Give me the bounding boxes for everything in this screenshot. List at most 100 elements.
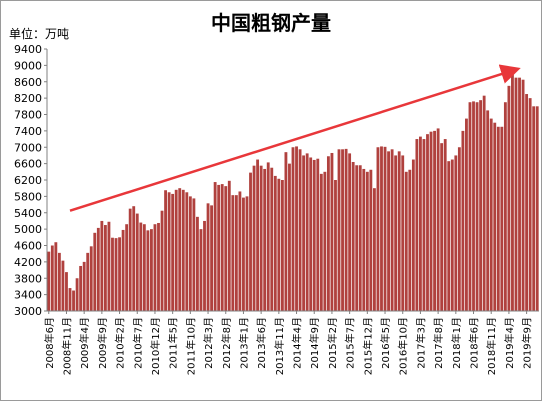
bar-2013年5月: [256, 159, 260, 311]
x-tick-label: 2019年4月: [503, 317, 516, 369]
y-axis-ticks: 3000 3400 3800 4200 4600 5000 5400 5800 6200 6600…: [14, 43, 47, 318]
bar-2016年12月: [408, 169, 412, 311]
y-tick-label: 9000: [14, 59, 42, 72]
bar-2015年3月: [334, 180, 337, 311]
bar-2010年2月: [118, 237, 121, 311]
bar-2015年4月: [337, 149, 341, 311]
bar-2016年8月: [394, 155, 398, 311]
x-tick-label: 2015年12月: [361, 317, 374, 375]
bar-2014年1月: [284, 152, 288, 311]
bar-2014年5月: [298, 149, 302, 311]
x-tick-label: 2011年5月: [167, 317, 180, 369]
bar-2009年3月: [79, 265, 83, 311]
bar-2015年9月: [355, 165, 359, 311]
bar-2019年9月: [525, 94, 529, 311]
bar-2018年9月: [482, 95, 486, 311]
bar-2016年10月: [401, 155, 405, 311]
bar-2011年3月: [164, 190, 167, 311]
bar-2011年9月: [185, 192, 189, 311]
y-tick-label: 5800: [14, 190, 42, 203]
bar-2013年3月: [249, 172, 252, 311]
y-tick-label: 6600: [14, 158, 42, 171]
bar-2019年3月: [503, 102, 507, 311]
bar-2013年2月: [245, 196, 249, 312]
bar-2014年4月: [295, 146, 298, 311]
bar-2019年1月: [496, 126, 500, 311]
bar-2008年6月: [47, 251, 51, 311]
x-tick-label: 2010年7月: [131, 317, 144, 369]
bar-2015年8月: [351, 161, 355, 311]
bar-2019年6月: [514, 77, 518, 311]
bar-2015年5月: [341, 149, 344, 311]
bar-2017年7月: [433, 130, 436, 312]
bar-2018年6月: [472, 101, 475, 312]
bar-2015年6月: [344, 148, 348, 311]
x-tick-label: 2016年10月: [397, 317, 410, 375]
x-tick-label: 2018年11月: [485, 317, 498, 375]
y-tick-label: 3800: [14, 272, 42, 285]
x-tick-label: 2016年5月: [379, 317, 392, 369]
bar-2010年12月: [153, 224, 157, 311]
x-tick-label: 2010年2月: [114, 317, 127, 369]
bar-2008年9月: [57, 252, 61, 311]
x-tick-label: 2011年10月: [184, 317, 197, 375]
bar-2009年5月: [86, 252, 90, 311]
bar-2015年2月: [330, 152, 334, 311]
bar-2016年1月: [369, 169, 373, 311]
bar-series: [47, 69, 539, 312]
bar-2010年1月: [114, 238, 118, 311]
bar-2017年12月: [450, 159, 454, 311]
x-tick-label: 2013年6月: [255, 317, 268, 369]
bar-2017年3月: [419, 136, 422, 311]
bar-2012年11月: [234, 195, 238, 311]
bar-2016年2月: [372, 188, 376, 311]
bar-2009年1月: [72, 290, 75, 311]
bar-2013年1月: [242, 197, 245, 311]
bar-2012年12月: [238, 191, 242, 311]
bar-2019年2月: [500, 126, 504, 311]
y-tick-label: 7800: [14, 109, 42, 122]
x-tick-label: 2018年1月: [450, 317, 463, 369]
bar-2018年5月: [468, 102, 472, 311]
bar-2010年5月: [128, 208, 132, 311]
bar-2013年4月: [252, 165, 256, 311]
bar-2012年8月: [224, 186, 228, 311]
x-tick-label: 2014年9月: [308, 317, 321, 369]
bar-2015年7月: [348, 153, 352, 311]
x-tick-label: 2017年8月: [432, 317, 445, 369]
bar-2011年11月: [192, 198, 196, 311]
bar-2017年5月: [426, 134, 429, 311]
bar-2018年8月: [479, 100, 483, 311]
bar-2013年9月: [270, 167, 274, 311]
x-tick-label: 2014年4月: [291, 317, 304, 369]
bar-2017年4月: [422, 139, 426, 311]
bar-2017年8月: [436, 128, 440, 311]
bar-2012年5月: [213, 182, 217, 311]
bar-2012年6月: [217, 184, 221, 311]
bar-2009年7月: [93, 232, 97, 311]
bar-2009年4月: [82, 261, 86, 312]
bar-2019年4月: [507, 85, 511, 311]
bar-2011年5月: [171, 193, 175, 311]
bar-2015年12月: [365, 171, 369, 311]
bar-2019年10月: [528, 98, 532, 312]
bar-2016年11月: [404, 171, 408, 311]
bar-2017年11月: [447, 161, 451, 311]
bar-2011年8月: [181, 189, 185, 311]
y-tick-label: 7400: [14, 125, 42, 138]
bar-2013年12月: [280, 180, 284, 311]
bar-2017年1月: [411, 159, 415, 311]
bar-2014年2月: [288, 163, 291, 312]
x-tick-label: 2018年6月: [468, 317, 481, 369]
bar-2012年10月: [231, 195, 235, 311]
x-tick-label: 2013年1月: [237, 317, 250, 369]
x-tick-label: 2009年9月: [96, 317, 109, 369]
bar-2017年6月: [429, 131, 433, 311]
bar-2019年5月: [511, 69, 514, 311]
bar-2018年7月: [475, 102, 479, 311]
bar-2018年2月: [457, 147, 461, 311]
y-tick-label: 3000: [14, 305, 42, 318]
bar-2012年9月: [227, 180, 231, 311]
x-tick-label: 2012年3月: [202, 317, 215, 369]
